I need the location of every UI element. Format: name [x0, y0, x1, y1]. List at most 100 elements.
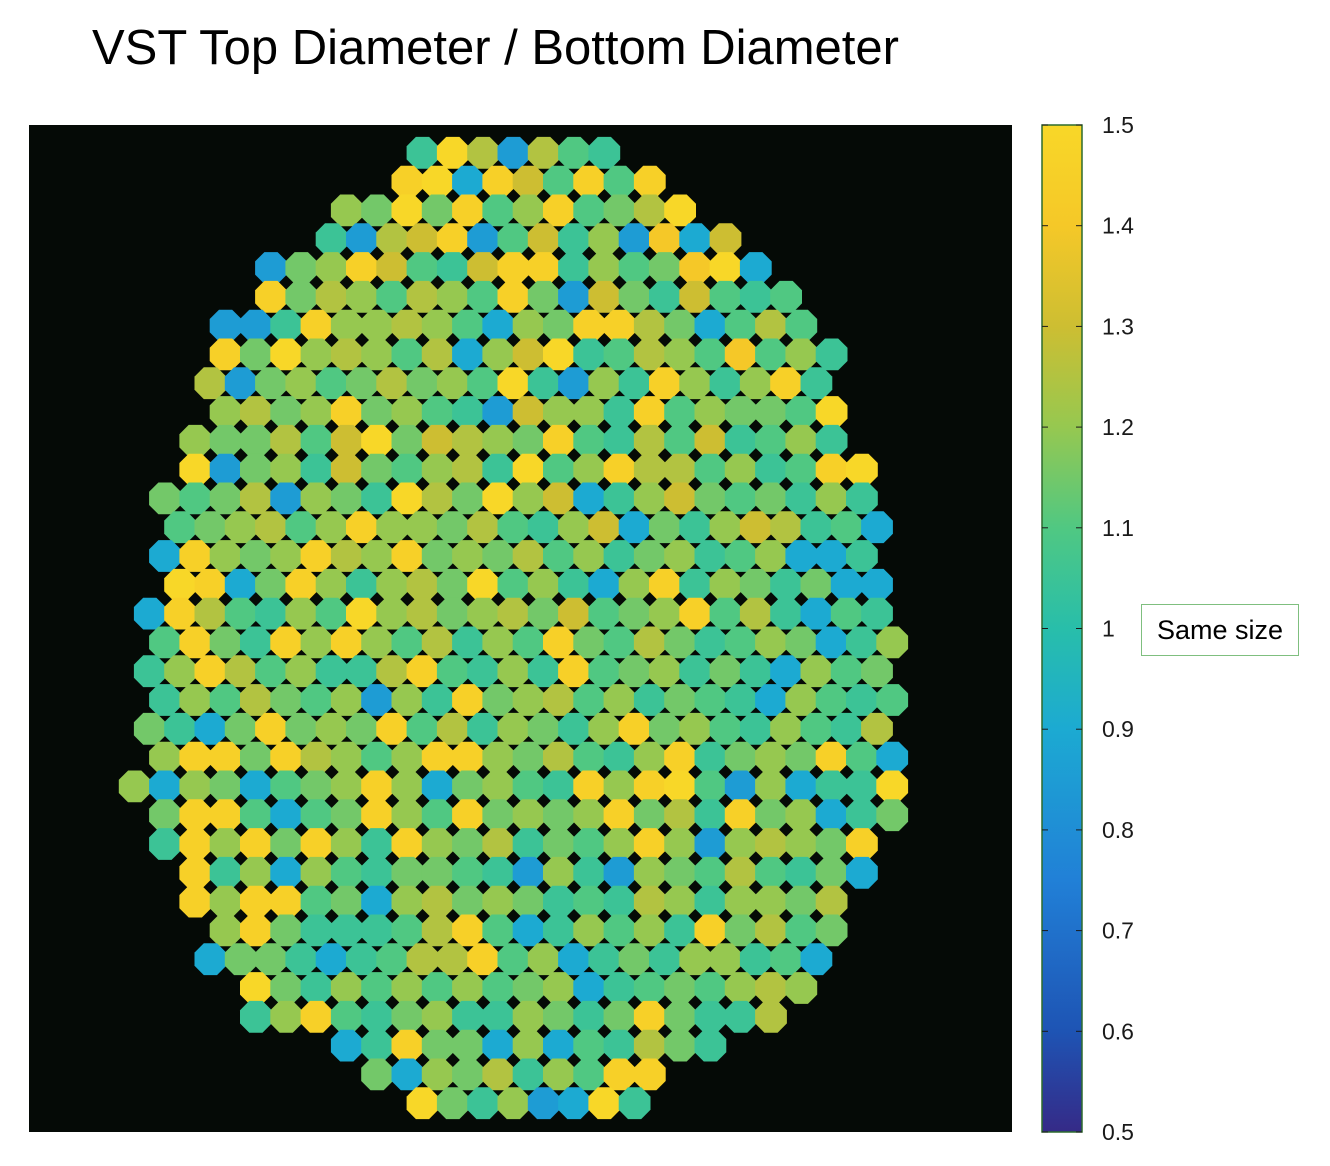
cell [149, 741, 181, 774]
colorbar-tick-label: 0.7 [1102, 918, 1134, 944]
cell [709, 568, 742, 601]
cell [664, 309, 696, 342]
cell [724, 1000, 757, 1033]
cell [800, 712, 833, 745]
cell [224, 511, 257, 544]
cell [861, 655, 893, 688]
cell [785, 799, 818, 832]
cell [618, 943, 651, 976]
cell [164, 511, 196, 544]
cell [633, 194, 666, 227]
cell [588, 252, 621, 284]
cell [573, 194, 606, 227]
cell [482, 194, 515, 227]
cell [209, 856, 242, 889]
cell [421, 482, 454, 515]
cell [649, 568, 681, 601]
cell [361, 309, 393, 342]
cell [224, 712, 257, 745]
cell [406, 223, 439, 256]
cell [421, 972, 454, 1004]
cell [452, 482, 484, 515]
cell [633, 165, 666, 198]
cell [240, 338, 272, 371]
cell [452, 626, 484, 659]
cell [694, 396, 727, 428]
cell [209, 338, 242, 371]
cell [755, 972, 787, 1004]
cell [209, 626, 242, 659]
cell [330, 309, 363, 342]
cell [724, 770, 757, 803]
cell [679, 655, 712, 688]
cell [649, 655, 681, 688]
cell [815, 424, 848, 457]
cell [149, 770, 181, 803]
cell [664, 684, 696, 716]
cell [694, 828, 727, 860]
cell [573, 396, 606, 428]
cell [315, 280, 348, 313]
cell [618, 367, 651, 400]
cell [330, 424, 363, 457]
cell [664, 396, 696, 428]
cell [724, 856, 757, 889]
cell [739, 367, 772, 400]
cell [694, 914, 727, 947]
cell [376, 712, 409, 745]
cell [361, 914, 393, 947]
cell [830, 511, 863, 544]
cell [588, 655, 621, 688]
cell [558, 252, 590, 284]
cell [618, 280, 651, 313]
cell [452, 684, 484, 716]
cell [543, 309, 575, 342]
cell [603, 338, 636, 371]
cell [815, 799, 848, 832]
cell [300, 396, 333, 428]
cell [543, 194, 575, 227]
cell [512, 741, 545, 774]
colorbar-tick-label: 0.6 [1102, 1018, 1134, 1044]
cell [240, 799, 272, 832]
cell [164, 568, 196, 601]
cell [512, 828, 545, 860]
cell [649, 597, 681, 630]
cell [391, 165, 424, 198]
cell [709, 511, 742, 544]
cell [300, 540, 333, 572]
cell [694, 770, 727, 803]
cell [785, 856, 818, 889]
cell [330, 338, 363, 371]
cell [512, 799, 545, 832]
cell [330, 626, 363, 659]
cell [558, 223, 590, 256]
cell [497, 712, 530, 745]
cell [633, 885, 666, 918]
cell [482, 770, 515, 803]
cell [679, 223, 712, 256]
cell [452, 424, 484, 457]
cell [391, 396, 424, 428]
cell [240, 424, 272, 457]
cell [330, 1000, 363, 1033]
cell [603, 626, 636, 659]
cell [209, 540, 242, 572]
cell [376, 511, 409, 544]
cell [406, 568, 439, 601]
cell [785, 338, 818, 371]
cell [391, 626, 424, 659]
cell [543, 914, 575, 947]
cell [739, 597, 772, 630]
cell [179, 799, 212, 832]
cell [846, 741, 878, 774]
cell [482, 626, 515, 659]
cell [558, 136, 590, 169]
cell [209, 424, 242, 457]
cell [179, 741, 212, 774]
cell [421, 885, 454, 918]
cell [346, 223, 378, 256]
cell [664, 972, 696, 1004]
cell [255, 367, 287, 400]
cell [603, 482, 636, 515]
